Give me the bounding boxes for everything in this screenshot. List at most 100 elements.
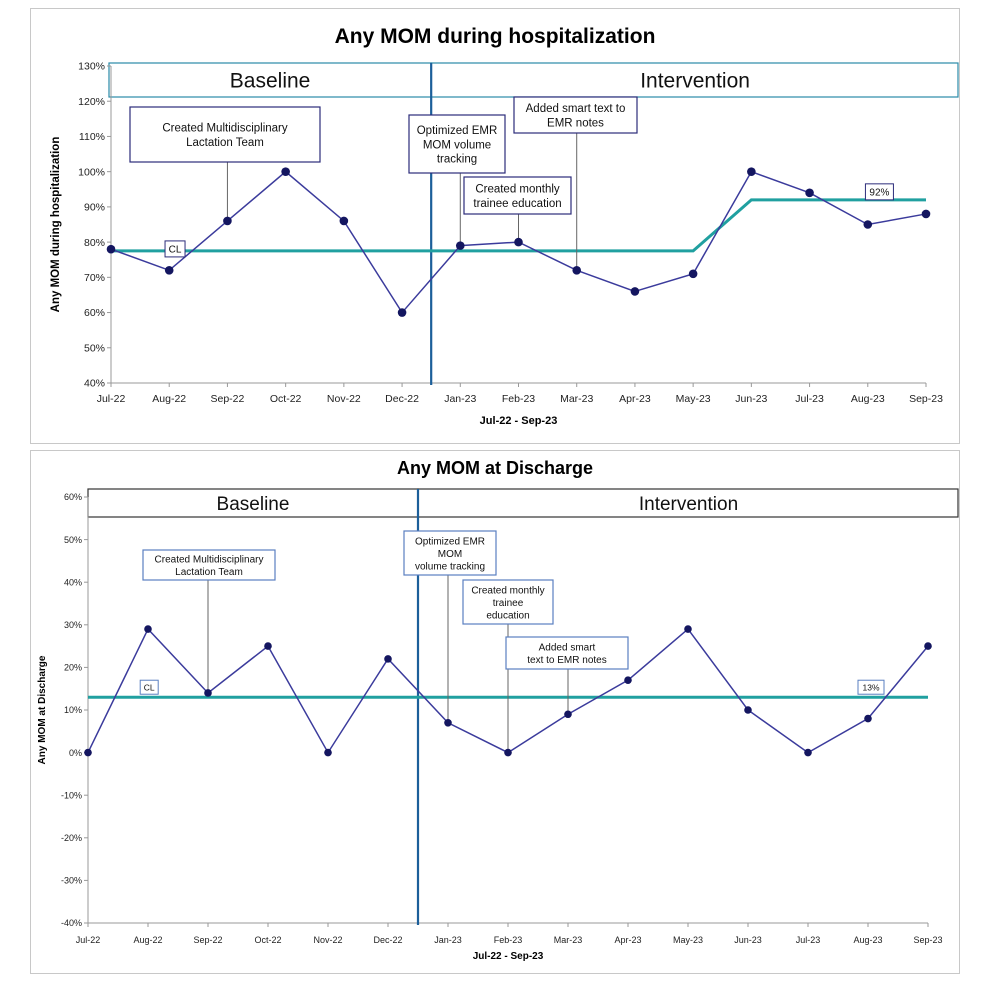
phase-box-intervention (417, 488, 959, 518)
x-tick-label: Aug-22 (133, 935, 162, 945)
y-tick-label: 130% (78, 61, 105, 73)
data-point (204, 689, 212, 697)
y-tick-label: 60% (84, 307, 105, 319)
annotation-box (462, 579, 554, 625)
y-tick-label: 110% (79, 131, 105, 143)
y-axis-title: Any MOM during hospitalization (50, 137, 62, 313)
center-line-label: CL (169, 244, 182, 255)
data-point (324, 748, 332, 757)
annotation-text: tracking (437, 154, 477, 166)
phase-box-intervention (430, 62, 959, 98)
annotation-text: Lactation Team (175, 567, 243, 578)
annotation-text: text to EMR notes (527, 655, 606, 666)
data-point (264, 642, 272, 650)
annotation-text: trainee (493, 598, 524, 609)
annotation-text: Created Multidisciplinary (162, 123, 288, 135)
annotation-text: Added smart text to (526, 103, 626, 115)
x-tick-label: Aug-23 (851, 393, 885, 405)
x-tick-label: Jan-23 (444, 393, 476, 405)
center-line-label: CL (144, 683, 155, 693)
y-tick-label: 90% (84, 202, 105, 214)
x-tick-label: Oct-22 (254, 935, 281, 945)
chart-title: Any MOM during hospitalization (335, 25, 656, 48)
annotation-text: volume tracking (415, 561, 485, 572)
annotation-text: EMR notes (547, 118, 604, 130)
data-point (630, 287, 640, 296)
annotation-box (408, 114, 506, 174)
data-point (339, 216, 349, 226)
annotation-text: MOM volume (423, 139, 491, 151)
center-line-label-box (139, 679, 159, 695)
annotation-text: Created Multidisciplinary (155, 555, 264, 566)
y-tick-label: 100% (78, 166, 105, 178)
data-point (455, 241, 465, 250)
data-point (572, 265, 582, 275)
y-tick-label: 0% (69, 748, 82, 758)
chart-panel-discharge: Any MOM at Discharge Baseline Intervention… (30, 450, 960, 974)
data-point (564, 710, 572, 719)
annotation-text: Created monthly (475, 184, 560, 196)
data-point (144, 625, 152, 633)
x-tick-label: Sep-23 (909, 393, 943, 405)
center-line-label: 13% (862, 683, 879, 693)
x-axis-title: Jul-22 - Sep-23 (473, 951, 544, 962)
x-tick-label: Nov-22 (327, 393, 361, 405)
annotation-text: Optimized EMR (415, 536, 485, 547)
phase-label-baseline: Baseline (217, 494, 290, 515)
y-tick-label: 50% (64, 535, 82, 545)
data-point (804, 748, 812, 757)
x-tick-label: Jun-23 (735, 393, 767, 405)
center-line-label-box (164, 240, 186, 258)
x-tick-label: Mar-23 (554, 935, 583, 945)
annotation-box (463, 176, 572, 215)
y-tick-label: 20% (64, 663, 82, 673)
data-point (106, 244, 116, 254)
annotation-text: Created monthly (471, 585, 544, 596)
annotation-box (513, 96, 638, 134)
x-tick-label: Jul-22 (97, 393, 126, 405)
chart-hospitalization: Any MOM during hospitalization Baseline In… (50, 25, 959, 427)
chart-discharge: Any MOM at Discharge Baseline Intervention… (37, 458, 959, 962)
annotation-box (505, 636, 629, 670)
data-point (397, 308, 407, 317)
data-point (747, 167, 756, 176)
annotation-text: trainee education (473, 198, 561, 210)
center-line-label-box (857, 679, 885, 695)
y-tick-label: 50% (84, 342, 105, 354)
annotation-box (129, 106, 321, 163)
y-tick-label: 120% (78, 96, 105, 108)
annotation-box (403, 530, 497, 576)
x-tick-label: Dec-22 (385, 393, 419, 405)
y-tick-label: -10% (61, 790, 82, 800)
data-point (514, 237, 523, 247)
y-tick-label: 70% (84, 272, 105, 284)
data-point (924, 642, 932, 650)
y-tick-label: 10% (64, 705, 82, 715)
data-point (504, 748, 512, 757)
x-tick-label: Jan-23 (434, 935, 462, 945)
annotation-text: Lactation Team (186, 137, 264, 149)
data-point (164, 265, 174, 275)
annotation-box (142, 549, 276, 581)
x-tick-label: Aug-22 (152, 393, 186, 405)
data-point (624, 676, 632, 684)
x-tick-label: Oct-22 (270, 393, 302, 405)
x-tick-label: Jul-23 (795, 393, 824, 405)
annotation-text: Optimized EMR (417, 125, 498, 137)
x-tick-label: May-23 (673, 935, 703, 945)
x-tick-label: Jul-23 (796, 935, 821, 945)
y-tick-label: -30% (61, 876, 82, 886)
annotation-text: MOM (438, 549, 462, 560)
y-tick-label: 60% (64, 492, 82, 502)
x-tick-label: Sep-23 (913, 935, 942, 945)
data-point (863, 220, 873, 229)
chart-title: Any MOM at Discharge (397, 458, 593, 478)
x-tick-label: Dec-22 (373, 935, 402, 945)
data-point (281, 167, 290, 176)
center-line (111, 198, 926, 253)
x-tick-label: Feb-23 (494, 935, 523, 945)
phase-label-intervention: Intervention (639, 494, 738, 515)
y-tick-label: 40% (84, 378, 105, 390)
x-tick-label: Aug-23 (853, 935, 882, 945)
data-point (864, 714, 872, 723)
